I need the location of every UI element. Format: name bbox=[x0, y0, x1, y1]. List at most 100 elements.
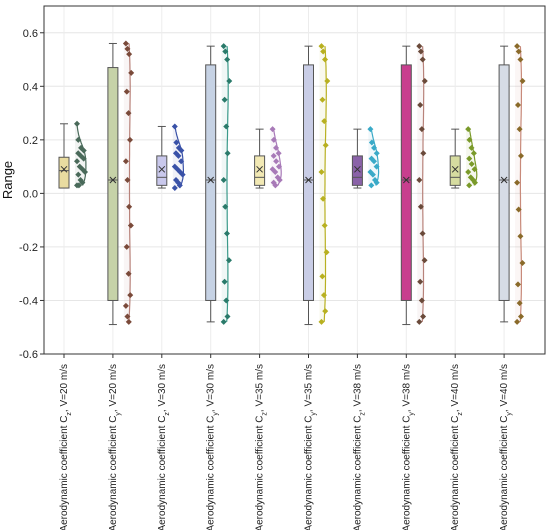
data-point bbox=[322, 308, 329, 315]
x-tick-label: Aerodynamic coefficient Cy, V=40 m/s bbox=[499, 364, 512, 530]
x-tick-label-subscript: y bbox=[408, 412, 415, 416]
data-point bbox=[171, 123, 178, 130]
data-point bbox=[272, 182, 279, 189]
x-tick-label-subscript: z bbox=[66, 412, 73, 416]
data-point bbox=[519, 259, 526, 266]
data-point bbox=[515, 48, 522, 55]
data-point bbox=[224, 56, 231, 63]
y-axis-label: Range bbox=[0, 161, 15, 199]
data-point bbox=[471, 166, 478, 173]
data-point bbox=[518, 152, 525, 159]
x-tick-label-prefix: Aerodynamic coefficient C bbox=[401, 416, 412, 530]
data-point bbox=[416, 318, 423, 325]
data-point bbox=[171, 185, 178, 192]
data-point bbox=[126, 203, 133, 210]
x-tick-label: Aerodynamic coefficient Cy, V=38 m/s bbox=[401, 364, 415, 530]
series-group bbox=[107, 40, 135, 326]
x-tick-label-suffix: , V=35 m/s bbox=[304, 364, 315, 412]
data-point bbox=[275, 163, 282, 170]
data-point bbox=[273, 158, 280, 165]
data-point bbox=[178, 147, 185, 154]
data-point bbox=[221, 96, 228, 103]
violin-curve bbox=[370, 129, 380, 186]
data-point bbox=[80, 155, 87, 162]
series-group bbox=[303, 43, 331, 326]
data-point bbox=[175, 152, 182, 159]
data-point bbox=[370, 158, 377, 165]
series-group bbox=[254, 126, 283, 189]
data-point bbox=[319, 273, 326, 280]
y-tick-label: 0.6 bbox=[23, 28, 38, 40]
x-tick-label: Aerodynamic coefficient Cz, V=20 m/s bbox=[59, 364, 73, 530]
x-tick-label-subscript: z bbox=[261, 412, 268, 416]
data-point bbox=[417, 102, 424, 109]
data-point bbox=[418, 126, 425, 133]
x-tick-label-prefix: Aerodynamic coefficient C bbox=[304, 416, 315, 530]
data-point bbox=[322, 56, 329, 63]
data-point bbox=[220, 43, 227, 50]
x-tick-label: Aerodynamic coefficient Cz, V=35 m/s bbox=[255, 364, 269, 530]
mean-marker bbox=[158, 165, 166, 173]
x-tick-label-subscript: z bbox=[359, 412, 366, 416]
data-point bbox=[319, 96, 326, 103]
data-point bbox=[318, 168, 325, 175]
x-tick-label-suffix: , V=40 m/s bbox=[499, 364, 510, 412]
data-point bbox=[514, 318, 521, 325]
x-tick-label-prefix: Aerodynamic coefficient C bbox=[352, 416, 363, 530]
data-point bbox=[223, 230, 230, 237]
x-tick-label-prefix: Aerodynamic coefficient C bbox=[206, 416, 217, 530]
series-group bbox=[449, 126, 478, 189]
data-point bbox=[320, 48, 327, 55]
data-point bbox=[515, 206, 522, 213]
x-tick-label-prefix: Aerodynamic coefficient C bbox=[59, 416, 70, 530]
data-point bbox=[514, 102, 521, 109]
violin-fill bbox=[417, 46, 424, 322]
data-point bbox=[125, 110, 132, 117]
data-point bbox=[270, 136, 277, 143]
y-tick-label: 0.0 bbox=[23, 188, 38, 200]
data-point bbox=[224, 150, 231, 157]
data-point bbox=[127, 136, 134, 143]
mean-marker bbox=[500, 176, 508, 184]
y-tick-label: -0.6 bbox=[19, 349, 38, 361]
data-point bbox=[373, 179, 380, 186]
data-point bbox=[178, 158, 185, 165]
data-point bbox=[421, 257, 428, 264]
data-point bbox=[371, 144, 378, 151]
data-point bbox=[74, 120, 80, 127]
data-point bbox=[122, 158, 129, 165]
data-point bbox=[124, 313, 131, 320]
data-point bbox=[514, 43, 521, 50]
data-point bbox=[128, 69, 135, 76]
x-tick-label: Aerodynamic coefficient Cz, V=38 m/s bbox=[352, 364, 366, 530]
data-point bbox=[223, 123, 230, 130]
data-point bbox=[320, 195, 327, 202]
x-tick-label: Aerodynamic coefficient Cy, V=30 m/s bbox=[206, 364, 220, 530]
x-tick-label-suffix: , V=40 m/s bbox=[450, 364, 461, 412]
data-point bbox=[272, 168, 279, 175]
data-point bbox=[318, 318, 325, 325]
violin-curve bbox=[128, 43, 131, 322]
data-point bbox=[466, 136, 473, 143]
x-tick-label-suffix: , V=35 m/s bbox=[255, 364, 266, 412]
data-point bbox=[321, 222, 328, 229]
data-point bbox=[82, 168, 89, 175]
data-point bbox=[222, 203, 229, 210]
data-point bbox=[517, 233, 524, 240]
series-group bbox=[205, 43, 233, 325]
data-point bbox=[122, 302, 129, 309]
x-tick-label-prefix: Aerodynamic coefficient C bbox=[255, 416, 266, 530]
data-point bbox=[127, 222, 134, 229]
data-point bbox=[320, 292, 327, 299]
axis-layer: -0.6 -0.4 -0.2 0.0 0.2 0.4 0.6 Aerodynamic coef… bbox=[19, 28, 513, 530]
data-point bbox=[223, 297, 230, 304]
series-group bbox=[58, 120, 89, 189]
mean-marker bbox=[354, 165, 361, 173]
data-point bbox=[220, 318, 227, 325]
data-point bbox=[220, 177, 227, 183]
data-point bbox=[420, 150, 427, 157]
data-point bbox=[368, 139, 375, 146]
data-point bbox=[417, 48, 424, 55]
y-tick-label: 0.4 bbox=[23, 81, 38, 93]
